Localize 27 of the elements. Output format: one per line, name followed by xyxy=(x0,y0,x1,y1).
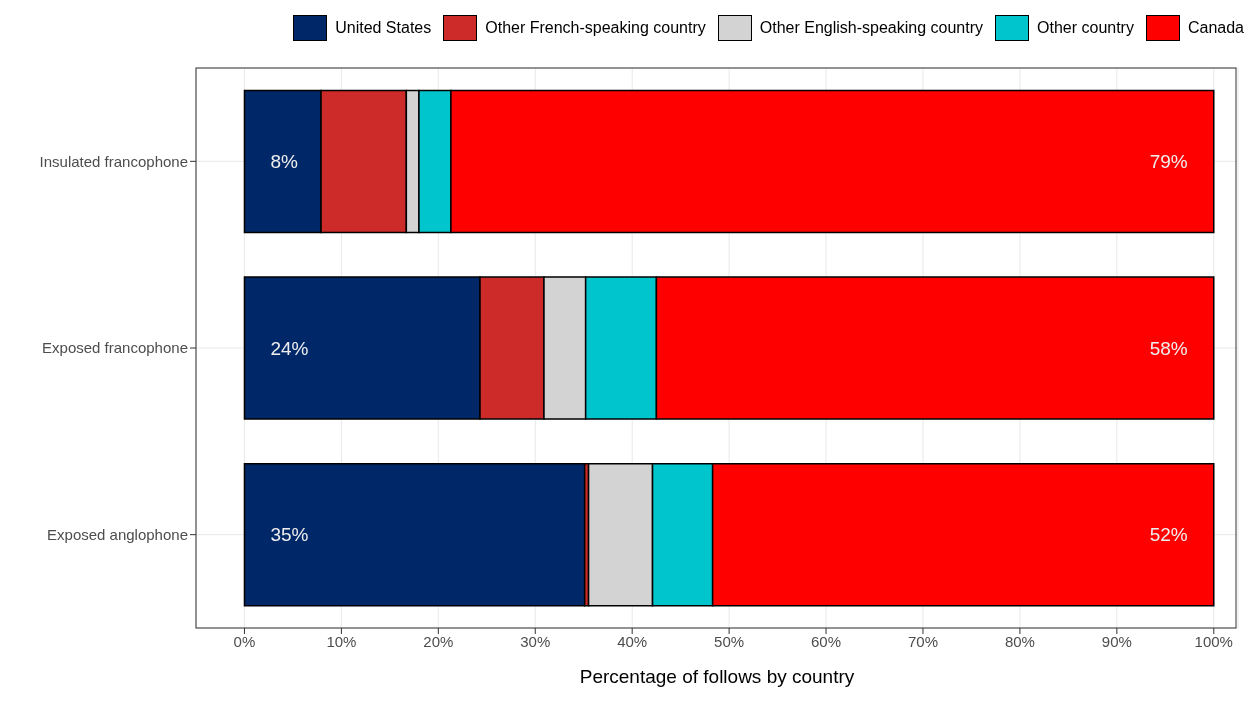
data-label: 35% xyxy=(270,524,309,546)
y-tick-label: Exposed francophone xyxy=(42,339,188,357)
y-tick-label: Exposed anglophone xyxy=(47,525,188,543)
x-tick-label: 100% xyxy=(1194,632,1233,650)
x-tick-label: 70% xyxy=(907,632,938,650)
x-tick-label: 0% xyxy=(233,632,256,650)
x-tick-label: 50% xyxy=(714,632,745,650)
x-tick-label: 80% xyxy=(1004,632,1035,650)
legend-label: Other country xyxy=(1037,19,1134,37)
bar xyxy=(243,462,586,607)
data-label: 8% xyxy=(270,150,299,172)
y-tick-label: Insulated francophone xyxy=(39,152,188,170)
data-label: 58% xyxy=(1149,337,1188,359)
legend-label: Canada xyxy=(1187,19,1244,37)
x-tick-label: 10% xyxy=(326,632,357,650)
data-label: 79% xyxy=(1149,150,1188,172)
x-tick-label: 90% xyxy=(1101,632,1132,650)
legend-label: Other English-speaking country xyxy=(759,19,984,37)
legend-label: Other French-speaking country xyxy=(485,19,706,37)
data-label: 24% xyxy=(270,337,309,359)
legend-label: United States xyxy=(335,19,432,37)
data-label: 52% xyxy=(1149,524,1188,546)
x-tick-label: 20% xyxy=(423,632,454,650)
x-tick-label: 40% xyxy=(617,632,648,650)
x-tick-label: 30% xyxy=(520,632,551,650)
x-tick-label: 60% xyxy=(811,632,842,650)
x-axis-title: Percentage of follows by country xyxy=(579,666,855,687)
